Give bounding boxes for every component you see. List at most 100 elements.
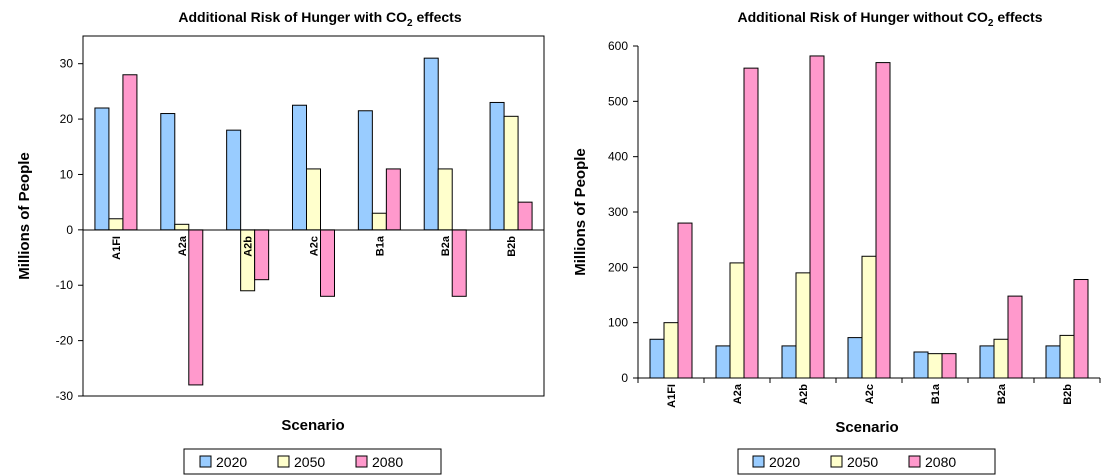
bar-2020-b2b	[489, 101, 505, 231]
category-label-a2c: A2c	[309, 236, 321, 256]
legend-swatch-2080	[355, 455, 368, 468]
bar-2050-a2c	[861, 255, 877, 379]
chart-right-y-axis-label: Millions of People	[572, 148, 589, 276]
legend-label-2020: 2020	[216, 454, 247, 470]
bar-2020-b2a	[979, 345, 995, 379]
y-tick-label: 20	[60, 112, 74, 126]
bar-2050-a2c	[306, 168, 321, 231]
y-tick-label: 400	[608, 150, 628, 164]
chart-left-y-axis-label: Millions of People	[16, 152, 33, 280]
bar-2080-b2b	[517, 201, 533, 231]
bar-2080-b1a	[941, 353, 957, 379]
chart-left-y-ticks: 30 20 10 0 -10 -20 -30	[56, 57, 83, 403]
bar-2080-b1a	[385, 168, 401, 231]
chart-left-legend-box	[183, 448, 442, 475]
legend-label-2050: 2050	[847, 454, 878, 470]
chart-right-bars	[649, 55, 1089, 379]
bar-2050-b1a	[927, 353, 943, 379]
chart-left-category-labels: A1FI A2a A2b A2c B1a B2a B2b	[111, 235, 518, 260]
bar-2050-a1fi	[663, 322, 679, 379]
category-label-a2c: A2c	[864, 384, 876, 404]
chart-right-title: Additional Risk of Hunger without CO2 ef…	[737, 9, 1042, 29]
bar-2020-a2a	[715, 345, 731, 379]
category-label-b2b: B2b	[1062, 384, 1074, 405]
y-tick-label: 100	[608, 316, 628, 330]
bar-2080-b2a	[1007, 295, 1023, 379]
bar-2050-b1a	[371, 212, 387, 231]
chart-right-legend-box	[737, 448, 996, 475]
legend-swatch-2080	[908, 455, 921, 468]
bar-2080-b2a	[451, 229, 467, 297]
y-tick-label: 30	[60, 57, 74, 71]
chart-right-category-labels: A1FI A2a A2b A2c B1a B2a B2b	[666, 383, 1074, 408]
y-tick-label: -20	[56, 334, 74, 348]
legend-swatch-2050	[277, 455, 290, 468]
bar-2080-a1fi	[677, 222, 693, 379]
legend-label-2080: 2080	[925, 454, 956, 470]
bar-2020-a1fi	[94, 107, 110, 231]
bar-2020-a2b	[781, 345, 797, 379]
bar-2050-a2a	[174, 223, 190, 231]
bar-2020-b1a	[913, 351, 929, 379]
category-label-b2b: B2b	[506, 236, 518, 257]
chart-left-plot-area	[82, 35, 545, 397]
category-label-a2b: A2b	[798, 384, 810, 405]
chart-right-x-axis-label: Scenario	[835, 419, 898, 436]
bar-2020-a2c	[292, 104, 307, 231]
chart-right-y-ticks: 600 500 400 300 200 100 0	[608, 39, 638, 385]
legend-swatch-2050	[830, 455, 843, 468]
bar-2050-b2a	[437, 168, 453, 231]
y-tick-label: 10	[60, 167, 74, 181]
y-tick-label: 0	[621, 371, 628, 385]
chart-left-legend: 2020 2050 2080	[183, 448, 442, 475]
y-tick-label: 300	[608, 205, 628, 219]
legend-label-2080: 2080	[372, 454, 403, 470]
y-tick-label: 0	[66, 223, 73, 237]
bar-2080-b2b	[1073, 279, 1089, 379]
category-label-b1a: B1a	[930, 383, 942, 404]
category-label-a1fi: A1FI	[666, 384, 678, 408]
y-tick-label: 600	[608, 39, 628, 53]
y-tick-label: -30	[56, 389, 74, 403]
category-label-b1a: B1a	[374, 235, 386, 256]
bar-2080-a2b	[809, 55, 825, 379]
bar-2080-a2a	[188, 229, 204, 386]
legend-label-2050: 2050	[294, 454, 325, 470]
category-label-a2b: A2b	[243, 236, 255, 257]
bar-2020-b2a	[423, 57, 439, 231]
bar-2050-b2b	[1059, 334, 1075, 379]
category-label-a2a: A2a	[177, 235, 189, 256]
bar-2050-a2a	[729, 262, 745, 379]
chart-left-bars	[94, 57, 533, 386]
chart-left-x-axis-label: Scenario	[281, 417, 344, 434]
bar-2050-b2a	[993, 338, 1009, 379]
y-tick-label: 200	[608, 260, 628, 274]
chart-left: Additional Risk of Hunger with CO2 effec…	[16, 9, 545, 475]
bar-2020-a2b	[226, 129, 242, 231]
chart-left-title: Additional Risk of Hunger with CO2 effec…	[178, 9, 461, 29]
legend-swatch-2020	[199, 455, 212, 468]
bar-2080-a2b	[254, 229, 270, 281]
bar-2020-a2c	[847, 337, 863, 379]
bar-2020-b2b	[1045, 345, 1061, 379]
category-label-a2a: A2a	[732, 383, 744, 404]
bar-2050-a2b	[795, 272, 811, 379]
bar-2080-a2a	[743, 67, 759, 379]
bar-2080-a2c	[320, 229, 335, 297]
bar-2020-b1a	[357, 110, 373, 231]
y-tick-label: -10	[56, 278, 74, 292]
legend-label-2020: 2020	[769, 454, 800, 470]
bar-2050-a1fi	[108, 218, 124, 231]
y-tick-label: 500	[608, 94, 628, 108]
category-label-b2a: B2a	[440, 235, 452, 256]
category-label-a1fi: A1FI	[111, 236, 123, 260]
chart-right-legend: 2020 2050 2080	[737, 448, 996, 475]
legend-swatch-2020	[752, 455, 765, 468]
bar-2020-a2a	[160, 113, 176, 231]
bar-2050-b2b	[503, 115, 519, 231]
bar-2080-a2c	[875, 62, 891, 379]
category-label-b2a: B2a	[996, 383, 1008, 404]
chart-right-x-ticks	[637, 378, 1101, 383]
chart-right: Additional Risk of Hunger without CO2 ef…	[572, 9, 1101, 475]
